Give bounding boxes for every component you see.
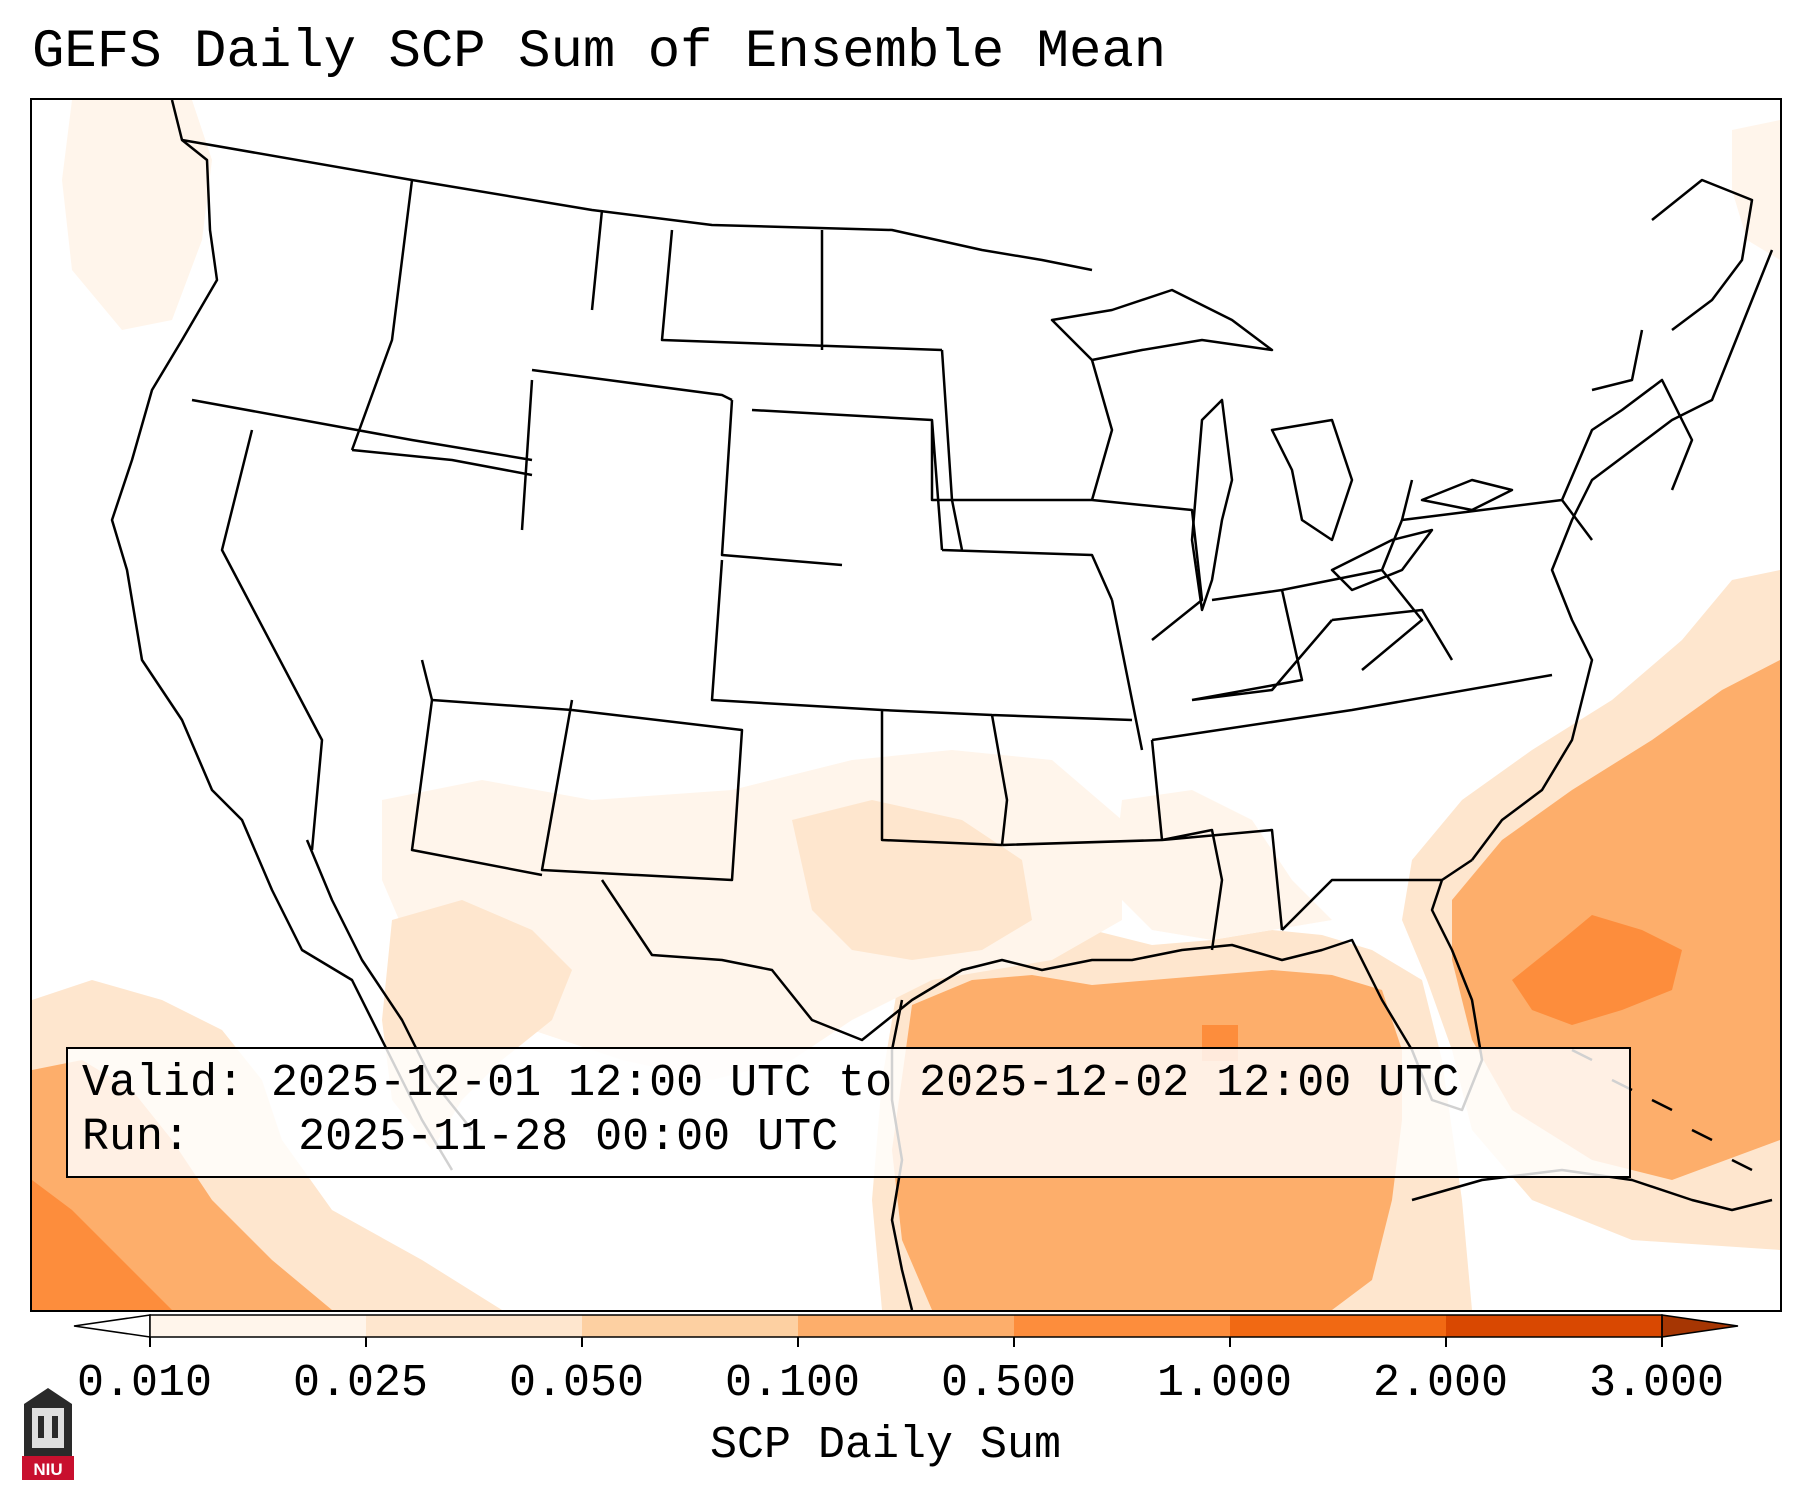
- map-panel: Valid: 2025-12-01 12:00 UTC to 2025-12-0…: [30, 98, 1782, 1312]
- colorbar: [73, 1314, 1739, 1347]
- field-texas-medium: [792, 800, 1032, 960]
- field-southeast-light: [1112, 790, 1332, 940]
- coastline-cuba: [1411, 1168, 1773, 1212]
- lake-michigan: [1190, 398, 1234, 612]
- field-atlantic-core: [1512, 915, 1682, 1025]
- coastline-ne-canada: [1651, 178, 1754, 331]
- colorbar-tick-label: 0.500: [941, 1358, 1077, 1409]
- colorbar-tick-label: 0.100: [725, 1358, 861, 1409]
- colorbar-extend-low: [73, 1314, 151, 1338]
- coastline-atlantic: [1471, 249, 1774, 861]
- colorbar-segment: [150, 1315, 367, 1337]
- lake-erie: [1330, 528, 1434, 592]
- colorbar-tick-label: 0.025: [293, 1358, 429, 1409]
- lake-superior: [1050, 288, 1274, 362]
- valid-value: 2025-12-01 12:00 UTC to 2025-12-02 12:00…: [271, 1058, 1460, 1109]
- coastline-gulf: [600, 858, 1484, 1112]
- colorbar-tick-label: 3.000: [1589, 1358, 1725, 1409]
- colorbar-outline: [149, 1314, 1663, 1338]
- run-line: Run: 2025-11-28 00:00 UTC: [82, 1111, 1629, 1165]
- colorbar-extend-high: [1661, 1314, 1739, 1338]
- colorbar-tick-label: 0.010: [77, 1358, 213, 1409]
- run-value: 2025-11-28 00:00 UTC: [298, 1112, 839, 1163]
- niu-logo: NIU: [22, 1388, 74, 1480]
- logo-text: NIU: [33, 1460, 62, 1479]
- field-pacific-core: [32, 1180, 172, 1310]
- validity-info-box: Valid: 2025-12-01 12:00 UTC to 2025-12-0…: [66, 1047, 1631, 1178]
- valid-line: Valid: 2025-12-01 12:00 UTC to 2025-12-0…: [82, 1057, 1629, 1111]
- colorbar-segment: [1446, 1315, 1663, 1337]
- valid-label: Valid:: [82, 1058, 245, 1109]
- colorbar-tick-label: 1.000: [1157, 1358, 1293, 1409]
- border-us-canada: [181, 138, 1093, 272]
- colorbar-ticks: [149, 1337, 1663, 1347]
- colorbar-segment: [1014, 1315, 1231, 1337]
- state-lines: [191, 179, 1694, 951]
- colorbar-segment: [582, 1315, 799, 1337]
- colorbar-segment: [366, 1315, 583, 1337]
- map-title: GEFS Daily SCP Sum of Ensemble Mean: [32, 22, 1167, 83]
- field-pnw-light: [62, 100, 212, 330]
- colorbar-tick-label: 0.050: [509, 1358, 645, 1409]
- colorbar-segment: [1230, 1315, 1447, 1337]
- colorbar-segments: [73, 1314, 1739, 1338]
- run-label: Run:: [82, 1112, 191, 1163]
- lake-huron: [1270, 418, 1354, 542]
- field-ne-light: [1732, 120, 1780, 260]
- lake-ontario: [1420, 478, 1514, 512]
- colorbar-segment: [798, 1315, 1015, 1337]
- coastline-west: [110, 100, 454, 1171]
- colorbar-title: SCP Daily Sum: [710, 1420, 1062, 1471]
- colorbar-tick-label: 2.000: [1373, 1358, 1509, 1409]
